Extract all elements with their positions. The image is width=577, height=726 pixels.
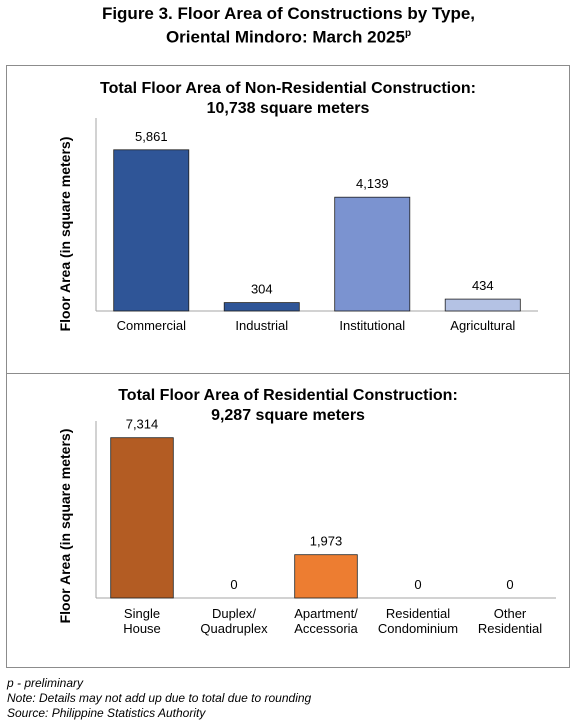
figure-title: Figure 3. Floor Area of Constructions by… — [0, 4, 577, 48]
footnotes: p - preliminary Note: Details may not ad… — [7, 676, 311, 721]
res-data-label-2: 1,973 — [310, 534, 343, 549]
panel-divider — [6, 373, 570, 374]
figure-title-line2-text: Oriental Mindoro: March 2025 — [165, 27, 405, 47]
nonres-data-label-1: 304 — [251, 282, 273, 297]
footnote-preliminary: p - preliminary — [7, 676, 84, 690]
nonres-title-line1: Total Floor Area of Non-Residential Cons… — [100, 80, 476, 97]
nonres-bar-0 — [113, 149, 190, 312]
res-category-label-3-line1: Condominium — [378, 621, 458, 636]
nonres-bar-1 — [223, 302, 300, 312]
res-bar-0 — [110, 437, 174, 599]
res-category-label-4-line1: Residential — [478, 621, 542, 636]
res-category-label-3-line0: Residential — [386, 606, 450, 621]
nonres-title-line2: 10,738 square meters — [206, 100, 370, 117]
nonres-chart-title: Total Floor Area of Non-Residential Cons… — [6, 79, 570, 119]
res-bar-2 — [294, 554, 358, 599]
preliminary-marker: p — [404, 28, 412, 39]
nonres-data-label-3: 434 — [472, 278, 494, 293]
res-chart-title: Total Floor Area of Residential Construc… — [6, 386, 570, 426]
res-data-label-4: 0 — [506, 577, 513, 592]
footnote-source: Source: Philippine Statistics Authority — [7, 706, 206, 720]
nonres-bar-3 — [444, 298, 521, 312]
res-category-label-2-line0: Apartment/ — [294, 606, 358, 621]
res-title-line2: 9,287 square meters — [211, 407, 365, 424]
res-title-line1: Total Floor Area of Residential Construc… — [118, 387, 458, 404]
nonres-bar-2 — [334, 196, 411, 312]
res-category-label-1-line0: Duplex/ — [212, 606, 256, 621]
nonres-category-label-0: Commercial — [117, 318, 186, 333]
res-data-label-3: 0 — [414, 577, 421, 592]
nonres-category-label-2: Institutional — [339, 318, 405, 333]
charts-panel — [6, 65, 570, 668]
footnote-note: Note: Details may not add up due to tota… — [7, 691, 312, 705]
res-category-label-4-line0: Other — [494, 606, 527, 621]
res-category-label-0-line1: House — [123, 621, 161, 636]
res-category-label-1-line1: Quadruplex — [200, 621, 268, 636]
nonres-category-label-3: Agricultural — [450, 318, 515, 333]
nonres-category-label-1: Industrial — [235, 318, 288, 333]
res-data-label-0: 7,314 — [126, 417, 159, 432]
figure-title-line2: Oriental Mindoro: March 2025p — [0, 24, 577, 48]
nonres-data-label-2: 4,139 — [356, 176, 389, 191]
figure-title-line1: Figure 3. Floor Area of Constructions by… — [101, 4, 476, 23]
res-category-label-2-line1: Accessoria — [294, 621, 358, 636]
nonres-data-label-0: 5,861 — [135, 129, 168, 144]
res-data-label-1: 0 — [230, 577, 237, 592]
res-category-label-0-line0: Single — [124, 606, 160, 621]
